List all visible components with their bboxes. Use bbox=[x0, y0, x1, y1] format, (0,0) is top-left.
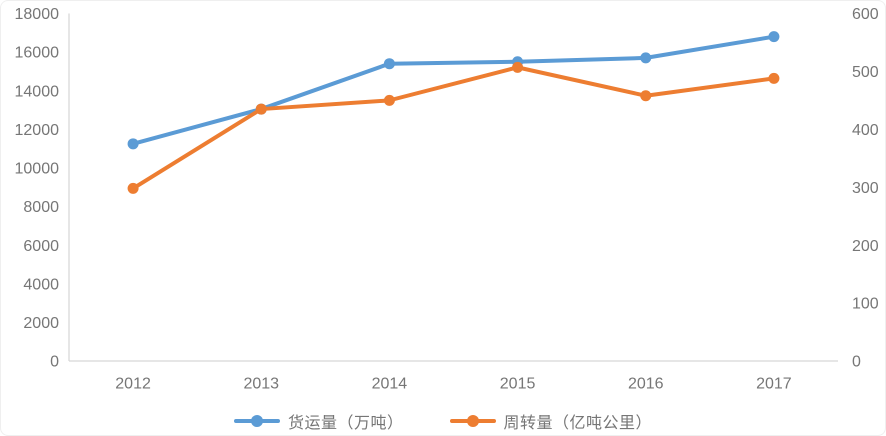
legend-label-freight-volume: 货运量（万吨） bbox=[287, 415, 404, 432]
x-axis-tick-label: 2013 bbox=[243, 376, 279, 393]
right-axis-tick-label: 200 bbox=[852, 238, 879, 255]
x-axis-tick-label: 2015 bbox=[500, 376, 536, 393]
x-axis-tick-label: 2017 bbox=[756, 376, 792, 393]
data-point-marker bbox=[768, 72, 780, 84]
chart-legend: 货运量（万吨） 周转量（亿吨公里） bbox=[1, 405, 885, 435]
right-axis-tick-label: 500 bbox=[852, 64, 879, 81]
data-point-marker bbox=[255, 103, 267, 115]
data-point-marker bbox=[640, 90, 652, 102]
data-point-marker bbox=[127, 138, 139, 150]
series-line-1 bbox=[131, 65, 776, 191]
left-axis-tick-label: 14000 bbox=[15, 83, 60, 100]
data-point-marker bbox=[383, 94, 395, 106]
freight-volume-line-marker-icon bbox=[233, 415, 280, 427]
left-axis-tick-label: 8000 bbox=[23, 199, 59, 216]
x-axis-tick-label: 2016 bbox=[628, 376, 664, 393]
right-axis-tick-label: 300 bbox=[852, 180, 879, 197]
right-axis-tick-label: 100 bbox=[852, 296, 879, 313]
left-axis-tick-label: 10000 bbox=[15, 161, 60, 178]
right-axis-tick-label: 0 bbox=[852, 354, 861, 371]
data-point-marker bbox=[640, 52, 652, 64]
x-axis-tick-label: 2012 bbox=[115, 376, 151, 393]
left-axis-tick-label: 6000 bbox=[23, 238, 59, 255]
left-axis-tick-label: 18000 bbox=[15, 6, 60, 23]
legend-item-freight-volume: 货运量（万吨） bbox=[233, 409, 404, 433]
left-axis-tick-label: 12000 bbox=[15, 122, 60, 139]
data-point-marker bbox=[383, 58, 395, 70]
turnover-dot-icon bbox=[466, 415, 479, 427]
data-point-marker bbox=[127, 182, 139, 194]
data-point-marker bbox=[512, 61, 524, 73]
x-axis-tick-label: 2014 bbox=[372, 376, 408, 393]
legend-item-turnover: 周转量（亿吨公里） bbox=[449, 409, 653, 433]
left-axis-tick-label: 2000 bbox=[23, 315, 59, 332]
right-axis-tick-label: 600 bbox=[852, 6, 879, 23]
left-axis-tick-label: 16000 bbox=[15, 45, 60, 62]
series-line-0 bbox=[131, 34, 776, 146]
data-point-marker bbox=[768, 31, 780, 43]
legend-label-turnover: 周转量（亿吨公里） bbox=[503, 415, 653, 432]
left-axis-tick-label: 0 bbox=[50, 354, 59, 371]
freight-volume-dot-icon bbox=[250, 415, 263, 427]
left-axis-tick-label: 4000 bbox=[23, 276, 59, 293]
right-axis-tick-label: 400 bbox=[852, 122, 879, 139]
turnover-line-marker-icon bbox=[449, 415, 496, 427]
